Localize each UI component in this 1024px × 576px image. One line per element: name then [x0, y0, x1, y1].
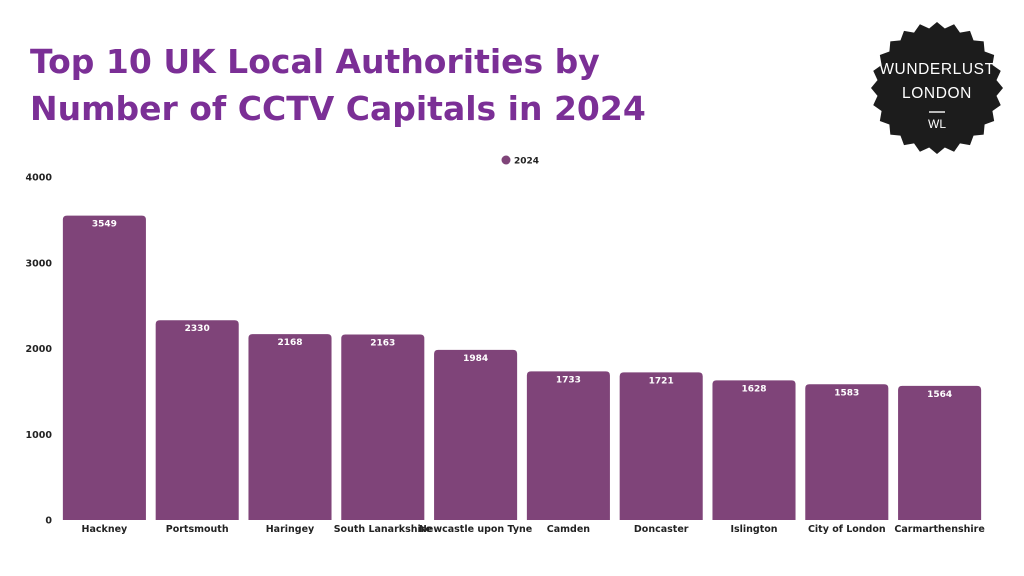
- bar-value-label: 1583: [834, 388, 859, 398]
- bar-value-label: 3549: [92, 220, 117, 230]
- x-category-label: Hackney: [82, 524, 129, 535]
- logo-badge-shape: [871, 22, 1003, 154]
- y-axis: 0 1000 2000 3000 4000: [26, 173, 53, 527]
- bar-value-label: 1733: [556, 375, 581, 385]
- bar: [62, 215, 146, 520]
- logo-line-1: WUNDERLUST: [879, 61, 994, 78]
- x-category-label: Haringey: [266, 524, 315, 535]
- bar: [619, 372, 703, 520]
- x-category-label: Carmarthenshire: [894, 524, 984, 535]
- bar: [155, 320, 239, 520]
- chart-title-line-2: Number of CCTV Capitals in 2024: [30, 89, 646, 128]
- legend-label-2024: 2024: [514, 157, 539, 167]
- logo-mark: WL: [928, 117, 946, 131]
- logo-line-2: LONDON: [902, 85, 972, 102]
- bar-value-label: 1628: [741, 384, 766, 394]
- x-category-label: South Lanarkshire: [334, 524, 432, 535]
- bar: [805, 384, 889, 520]
- bar: [526, 371, 610, 520]
- y-tick-label: 3000: [26, 258, 53, 269]
- bar-value-label: 1984: [463, 354, 488, 364]
- bar-value-label: 1564: [927, 390, 952, 400]
- y-tick-label: 1000: [26, 430, 53, 441]
- x-category-label: City of London: [808, 524, 886, 535]
- bar-value-label: 2168: [277, 338, 302, 348]
- x-category-label: Newcastle upon Tyne: [419, 524, 532, 535]
- x-category-label: Doncaster: [634, 524, 689, 535]
- y-tick-label: 0: [45, 516, 52, 527]
- bar: [898, 385, 982, 520]
- x-category-label: Islington: [730, 524, 777, 535]
- y-tick-label: 2000: [26, 344, 53, 355]
- bar-value-label: 1721: [649, 376, 674, 386]
- legend: 2024: [501, 155, 539, 167]
- legend-swatch-2024: [501, 155, 511, 165]
- bar: [712, 380, 796, 520]
- x-category-label: Portsmouth: [166, 524, 229, 535]
- bar: [434, 349, 518, 520]
- chart-title-line-1: Top 10 UK Local Authorities by: [30, 42, 600, 81]
- bars: 3549 2330 2168 2163 1984 1733 1721 1628 1583 1564: [62, 215, 982, 520]
- wunderlust-london-logo: WUNDERLUST LONDON WL: [871, 22, 1003, 154]
- bar-value-label: 2163: [370, 339, 395, 349]
- y-tick-label: 4000: [26, 173, 53, 184]
- chart-title: Top 10 UK Local Authorities by Number of…: [30, 38, 646, 132]
- bar: [341, 334, 425, 520]
- bar-value-label: 2330: [185, 324, 210, 334]
- x-axis: Hackney Portsmouth Haringey South Lanarkshi…: [82, 524, 985, 535]
- bar: [248, 334, 332, 520]
- x-category-label: Camden: [547, 524, 591, 535]
